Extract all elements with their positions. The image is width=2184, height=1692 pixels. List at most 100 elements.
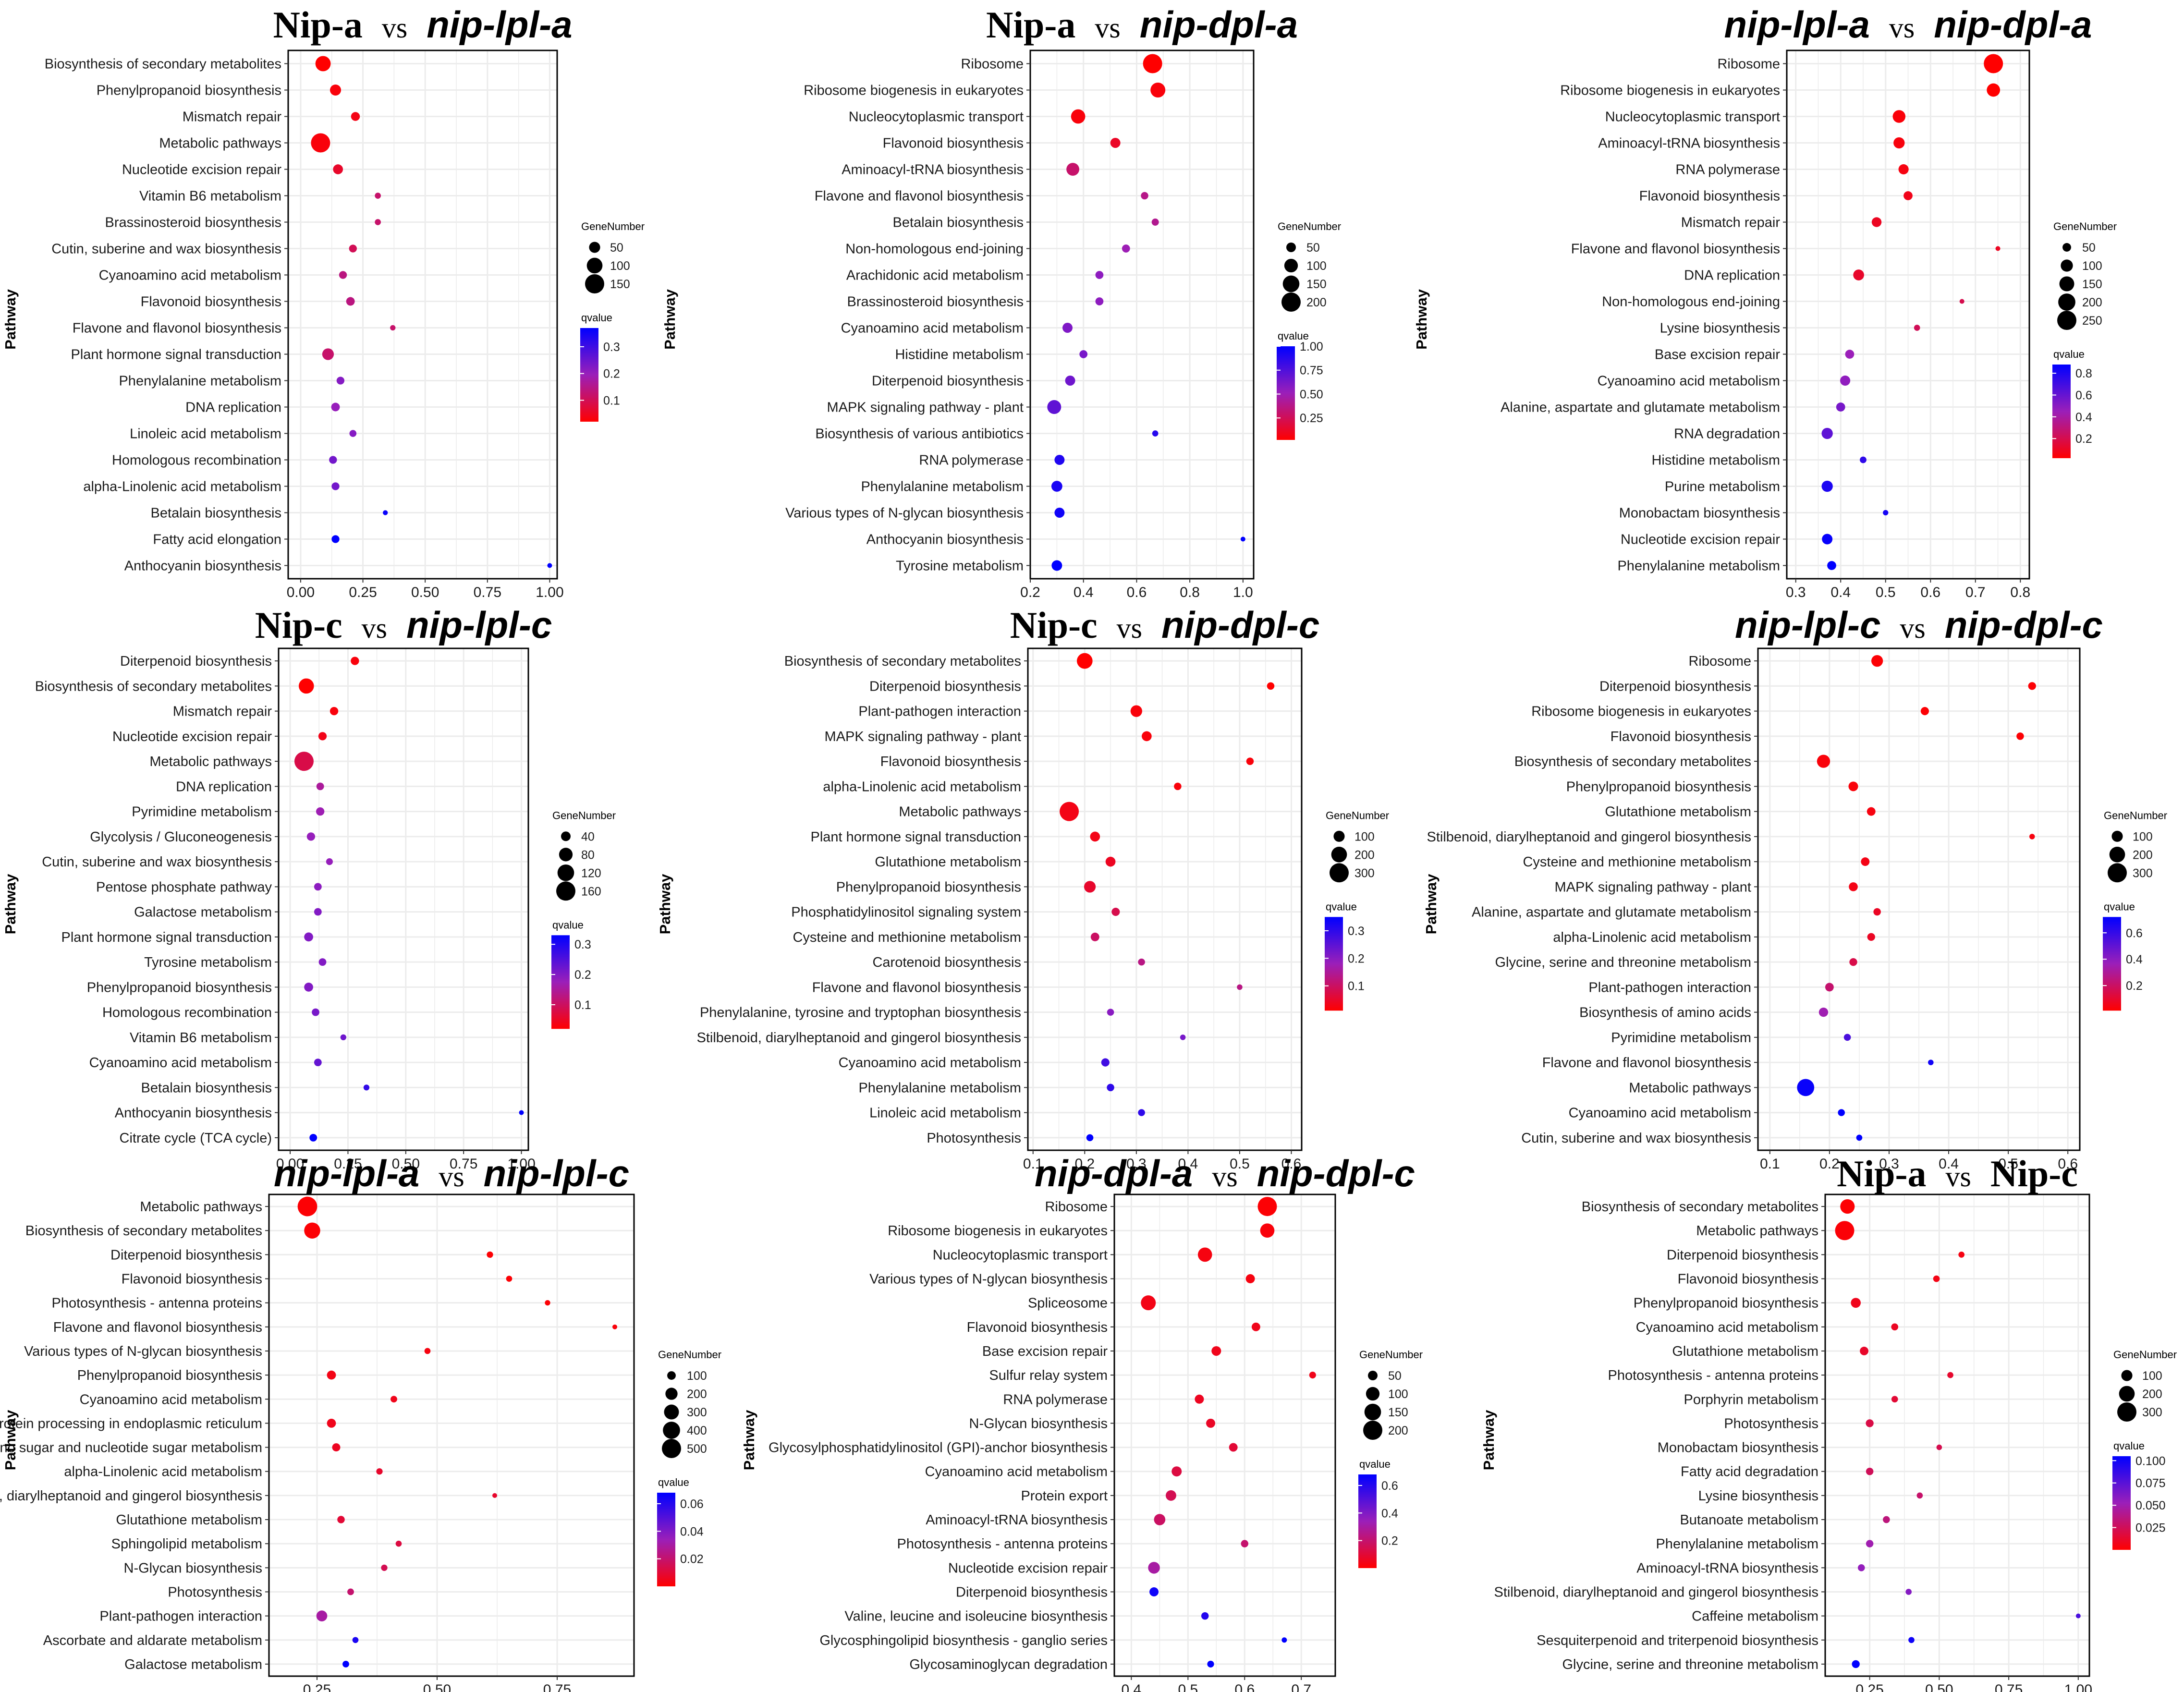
data-point — [1066, 163, 1079, 176]
data-point — [1861, 857, 1870, 866]
data-point — [547, 563, 552, 568]
panels-root: Biosynthesis of secondary metabolites Phe… — [0, 3, 2177, 1692]
pathway-label: alpha-Linolenic acid metabolism — [64, 1464, 262, 1480]
color-legend-title: qvalue — [1326, 901, 1357, 913]
data-point — [1928, 1059, 1934, 1065]
data-point — [1229, 1443, 1238, 1452]
data-point — [1835, 1221, 1855, 1241]
y-axis-title: Pathway — [2, 1410, 19, 1471]
pathway-label: Glycine, serine and threonine metabolism — [1562, 1657, 1818, 1672]
title-left: Nip-a — [1837, 1153, 1926, 1194]
pathway-label: Sphingolipid metabolism — [111, 1536, 262, 1552]
pathway-label: Phenylalanine metabolism — [861, 479, 1024, 495]
data-point — [1838, 1109, 1845, 1116]
pathway-label: Vitamin B6 metabolism — [130, 1030, 272, 1046]
size-legend-key — [585, 274, 604, 293]
data-point — [1849, 882, 1858, 891]
data-point — [329, 84, 342, 96]
pathway-label: Purine metabolism — [1665, 479, 1780, 495]
pathway-label: Carotenoid biosynthesis — [872, 955, 1021, 970]
size-legend-label: 160 — [581, 885, 601, 898]
data-point — [1883, 510, 1889, 516]
data-point — [1245, 1274, 1255, 1284]
pathway-label: Betalain biosynthesis — [151, 506, 281, 521]
qvalue-colorbar — [1325, 917, 1343, 1011]
pathway-label: Glutathione metabolism — [1605, 804, 1751, 820]
pathway-label: Ribosome biogenesis in eukaryotes — [1560, 83, 1780, 98]
colorbar-label: 0.50 — [1300, 388, 1323, 401]
x-tick-label: 0.4 — [1074, 584, 1094, 600]
panel-3: Ribosome Ribosome biogenesis in eukaryote… — [1413, 3, 2117, 600]
size-legend-label: 50 — [1388, 1369, 1402, 1383]
data-point — [352, 1637, 359, 1643]
data-point — [1267, 682, 1275, 690]
pathway-label: Plant-pathogen interaction — [858, 704, 1021, 719]
pathway-label: Plant-pathogen interaction — [99, 1609, 262, 1624]
size-legend-key — [1363, 1421, 1382, 1440]
colorbar-label: 0.04 — [680, 1525, 704, 1538]
title-left: Nip-a — [986, 4, 1075, 46]
pathway-label: Phenylpropanoid biosynthesis — [1566, 779, 1751, 794]
data-point — [1845, 350, 1855, 359]
size-legend-label: 50 — [610, 241, 623, 255]
data-point — [347, 1588, 354, 1595]
pathway-label: Non-homologous end-joining — [1602, 294, 1780, 310]
pathway-label: Phenylpropanoid biosynthesis — [87, 980, 272, 995]
size-legend-label: 100 — [610, 259, 630, 273]
pathway-label: Ribosome — [1688, 654, 1751, 669]
y-axis-title: Pathway — [2, 289, 19, 350]
qvalue-colorbar — [551, 935, 570, 1029]
data-point — [304, 1222, 320, 1239]
data-point — [1054, 508, 1065, 518]
title-right: nip-dpl-c — [1945, 604, 2103, 646]
size-legend-key — [1368, 1371, 1378, 1381]
panel-title: nip-lpl-c vs nip-dpl-c — [1735, 604, 2103, 646]
pathway-label: RNA polymerase — [1675, 162, 1780, 178]
data-point — [331, 402, 340, 412]
plot-frame — [1113, 1193, 1336, 1677]
plot-background — [288, 50, 557, 579]
data-point — [1149, 1587, 1159, 1596]
data-point — [1054, 455, 1065, 465]
size-legend-key — [667, 1371, 676, 1380]
data-point — [363, 1084, 370, 1091]
data-point — [1079, 350, 1088, 358]
data-point — [1180, 1035, 1186, 1040]
plot-background — [279, 648, 528, 1150]
data-point — [326, 858, 333, 865]
size-legend-key — [586, 257, 603, 274]
data-point — [1873, 908, 1881, 916]
y-axis-title: Pathway — [1423, 874, 1440, 935]
pathway-label: Cyanoamino acid metabolism — [925, 1464, 1108, 1480]
pathway-label: Diterpenoid biosynthesis — [1667, 1247, 1818, 1263]
pathway-label: Flavone and flavonol biosynthesis — [1542, 1055, 1751, 1071]
pathway-label: Flavone and flavonol biosynthesis — [815, 189, 1024, 204]
pathway-label: DNA replication — [1684, 268, 1780, 283]
pathway-label: Stilbenoid, diarylheptanoid and gingerol… — [696, 1030, 1021, 1046]
pathway-label: Flavonoid biosynthesis — [141, 294, 281, 310]
data-point — [545, 1300, 550, 1306]
data-point — [1141, 1295, 1156, 1311]
data-point — [1825, 983, 1834, 992]
data-point — [1138, 958, 1145, 966]
x-tick-label: 0.6 — [2058, 1156, 2078, 1172]
colorbar-label: 0.3 — [574, 938, 591, 951]
color-legend-title: qvalue — [658, 1476, 689, 1488]
data-point — [309, 1133, 317, 1142]
data-point — [1908, 1637, 1915, 1643]
size-legend-label: 100 — [2133, 830, 2153, 843]
pathway-label: Vitamin B6 metabolism — [139, 189, 281, 204]
panel-9: Biosynthesis of secondary metabolites Met… — [1480, 1153, 2177, 1692]
data-point — [329, 706, 339, 716]
data-point — [316, 1610, 328, 1621]
size-legend-key — [665, 1388, 678, 1400]
x-tick-label: 0.6 — [1281, 1156, 1302, 1172]
size-legend-label: 100 — [1306, 259, 1327, 273]
x-tick-label: 0.50 — [411, 584, 439, 600]
data-point — [314, 908, 322, 916]
data-point — [1852, 1660, 1860, 1668]
x-tick-label: 0.25 — [1855, 1682, 1883, 1692]
pathway-label: Histidine metabolism — [895, 347, 1024, 363]
pathway-label: Cysteine and methionine metabolism — [793, 930, 1021, 945]
pathway-label: Anthocyanin biosynthesis — [124, 559, 281, 574]
